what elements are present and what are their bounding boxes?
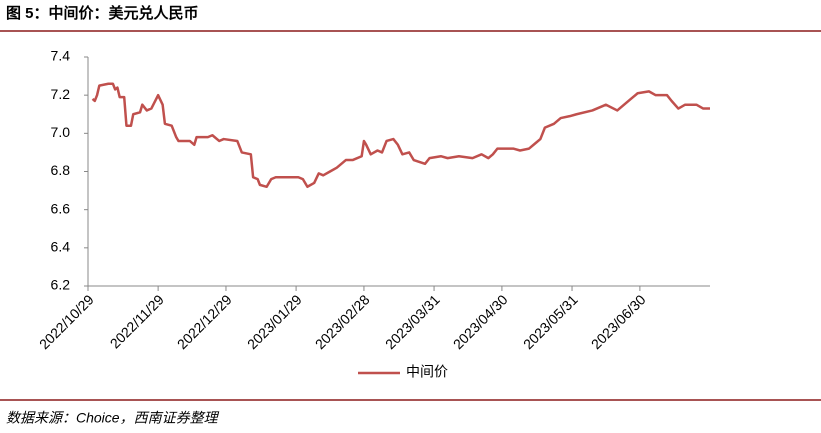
source-note: 数据来源：Choice，西南证券整理	[6, 410, 220, 426]
line-series	[91, 82, 710, 189]
y-tick-label: 7.2	[51, 86, 71, 102]
y-tick-label: 6.4	[51, 239, 71, 255]
chart-title: 图 5：中间价：美元兑人民币	[6, 4, 199, 22]
x-tick-label: 2023/04/30	[450, 291, 511, 352]
legend-label: 中间价	[406, 364, 448, 380]
x-tick-label: 2023/02/28	[312, 291, 373, 352]
x-tick-label: 2023/01/29	[244, 291, 305, 352]
y-tick-label: 6.8	[51, 162, 71, 178]
x-tick-label: 2022/11/29	[107, 291, 167, 351]
y-tick-label: 6.2	[51, 277, 71, 293]
x-tick-label: 2023/06/30	[588, 291, 649, 352]
y-tick-label: 6.6	[51, 200, 71, 216]
x-tick-label: 2022/10/29	[36, 291, 97, 352]
y-tick-label: 7.0	[51, 124, 71, 140]
y-tick-label: 7.4	[51, 48, 71, 64]
x-tick-label: 2023/05/31	[520, 291, 581, 352]
x-tick-label: 2022/12/29	[174, 291, 235, 352]
x-tick-label: 2023/03/31	[382, 291, 443, 352]
